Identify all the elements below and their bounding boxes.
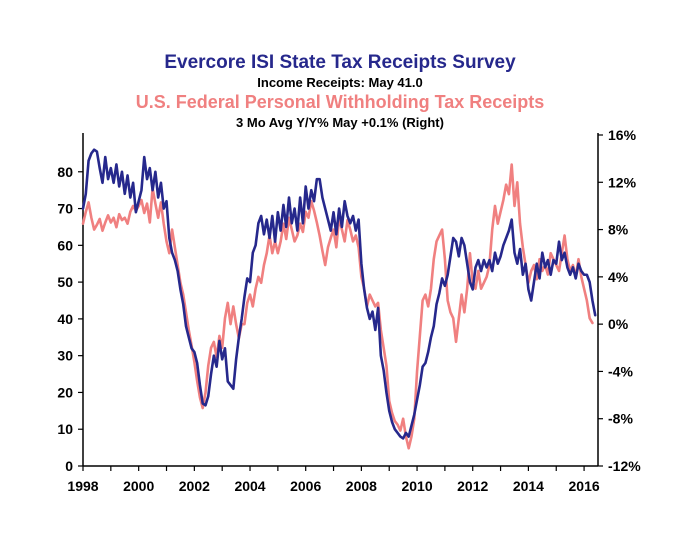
x-tick-label: 2000	[123, 478, 154, 494]
right-series-title: U.S. Federal Personal Withholding Tax Re…	[135, 92, 545, 112]
x-tick-label: 2002	[179, 478, 210, 494]
series-layer	[81, 148, 597, 450]
right-y-tick-label: -4%	[608, 363, 633, 379]
left-y-tick-label: 40	[57, 311, 73, 327]
left-y-tick-label: 50	[57, 274, 73, 290]
income-receipts-series-line	[81, 148, 597, 440]
right-y-tick-label: 16%	[608, 127, 637, 143]
right-y-tick-label: 4%	[608, 269, 629, 285]
chart-title: Evercore ISI State Tax Receipts Survey	[164, 52, 516, 73]
x-tick-label: 2004	[234, 478, 265, 494]
right-y-tick-label: -8%	[608, 411, 633, 427]
x-tick-label: 2008	[346, 478, 377, 494]
right-y-tick-label: 0%	[608, 316, 629, 332]
labels-layer: 0 10 20 30 40 50 60 70 80 -12% -8% -4% 0% 4% 8% 12% 16% 1…	[57, 127, 641, 494]
left-y-tick-label: 80	[57, 164, 73, 180]
x-tick-label: 2006	[290, 478, 321, 494]
right-y-tick-label: 8%	[608, 222, 629, 238]
left-y-tick-label: 0	[65, 458, 73, 474]
left-y-tick-label: 20	[57, 384, 73, 400]
left-y-tick-label: 30	[57, 348, 73, 364]
left-y-tick-label: 60	[57, 237, 73, 253]
x-tick-label: 2014	[513, 478, 544, 494]
axes-layer	[78, 133, 603, 471]
right-y-tick-label: -12%	[608, 458, 641, 474]
withholding-receipts-series-line	[81, 163, 594, 450]
right-series-subtitle: 3 Mo Avg Y/Y% May +0.1% (Right)	[236, 115, 444, 130]
right-y-tick-label: 12%	[608, 174, 637, 190]
left-series-subtitle: Income Receipts: May 41.0	[257, 75, 423, 90]
x-tick-label: 1998	[67, 478, 98, 494]
x-tick-label: 2010	[401, 478, 432, 494]
left-y-tick-label: 10	[57, 421, 73, 437]
x-tick-label: 2012	[457, 478, 488, 494]
x-tick-label: 2016	[569, 478, 600, 494]
left-y-tick-label: 70	[57, 201, 73, 217]
